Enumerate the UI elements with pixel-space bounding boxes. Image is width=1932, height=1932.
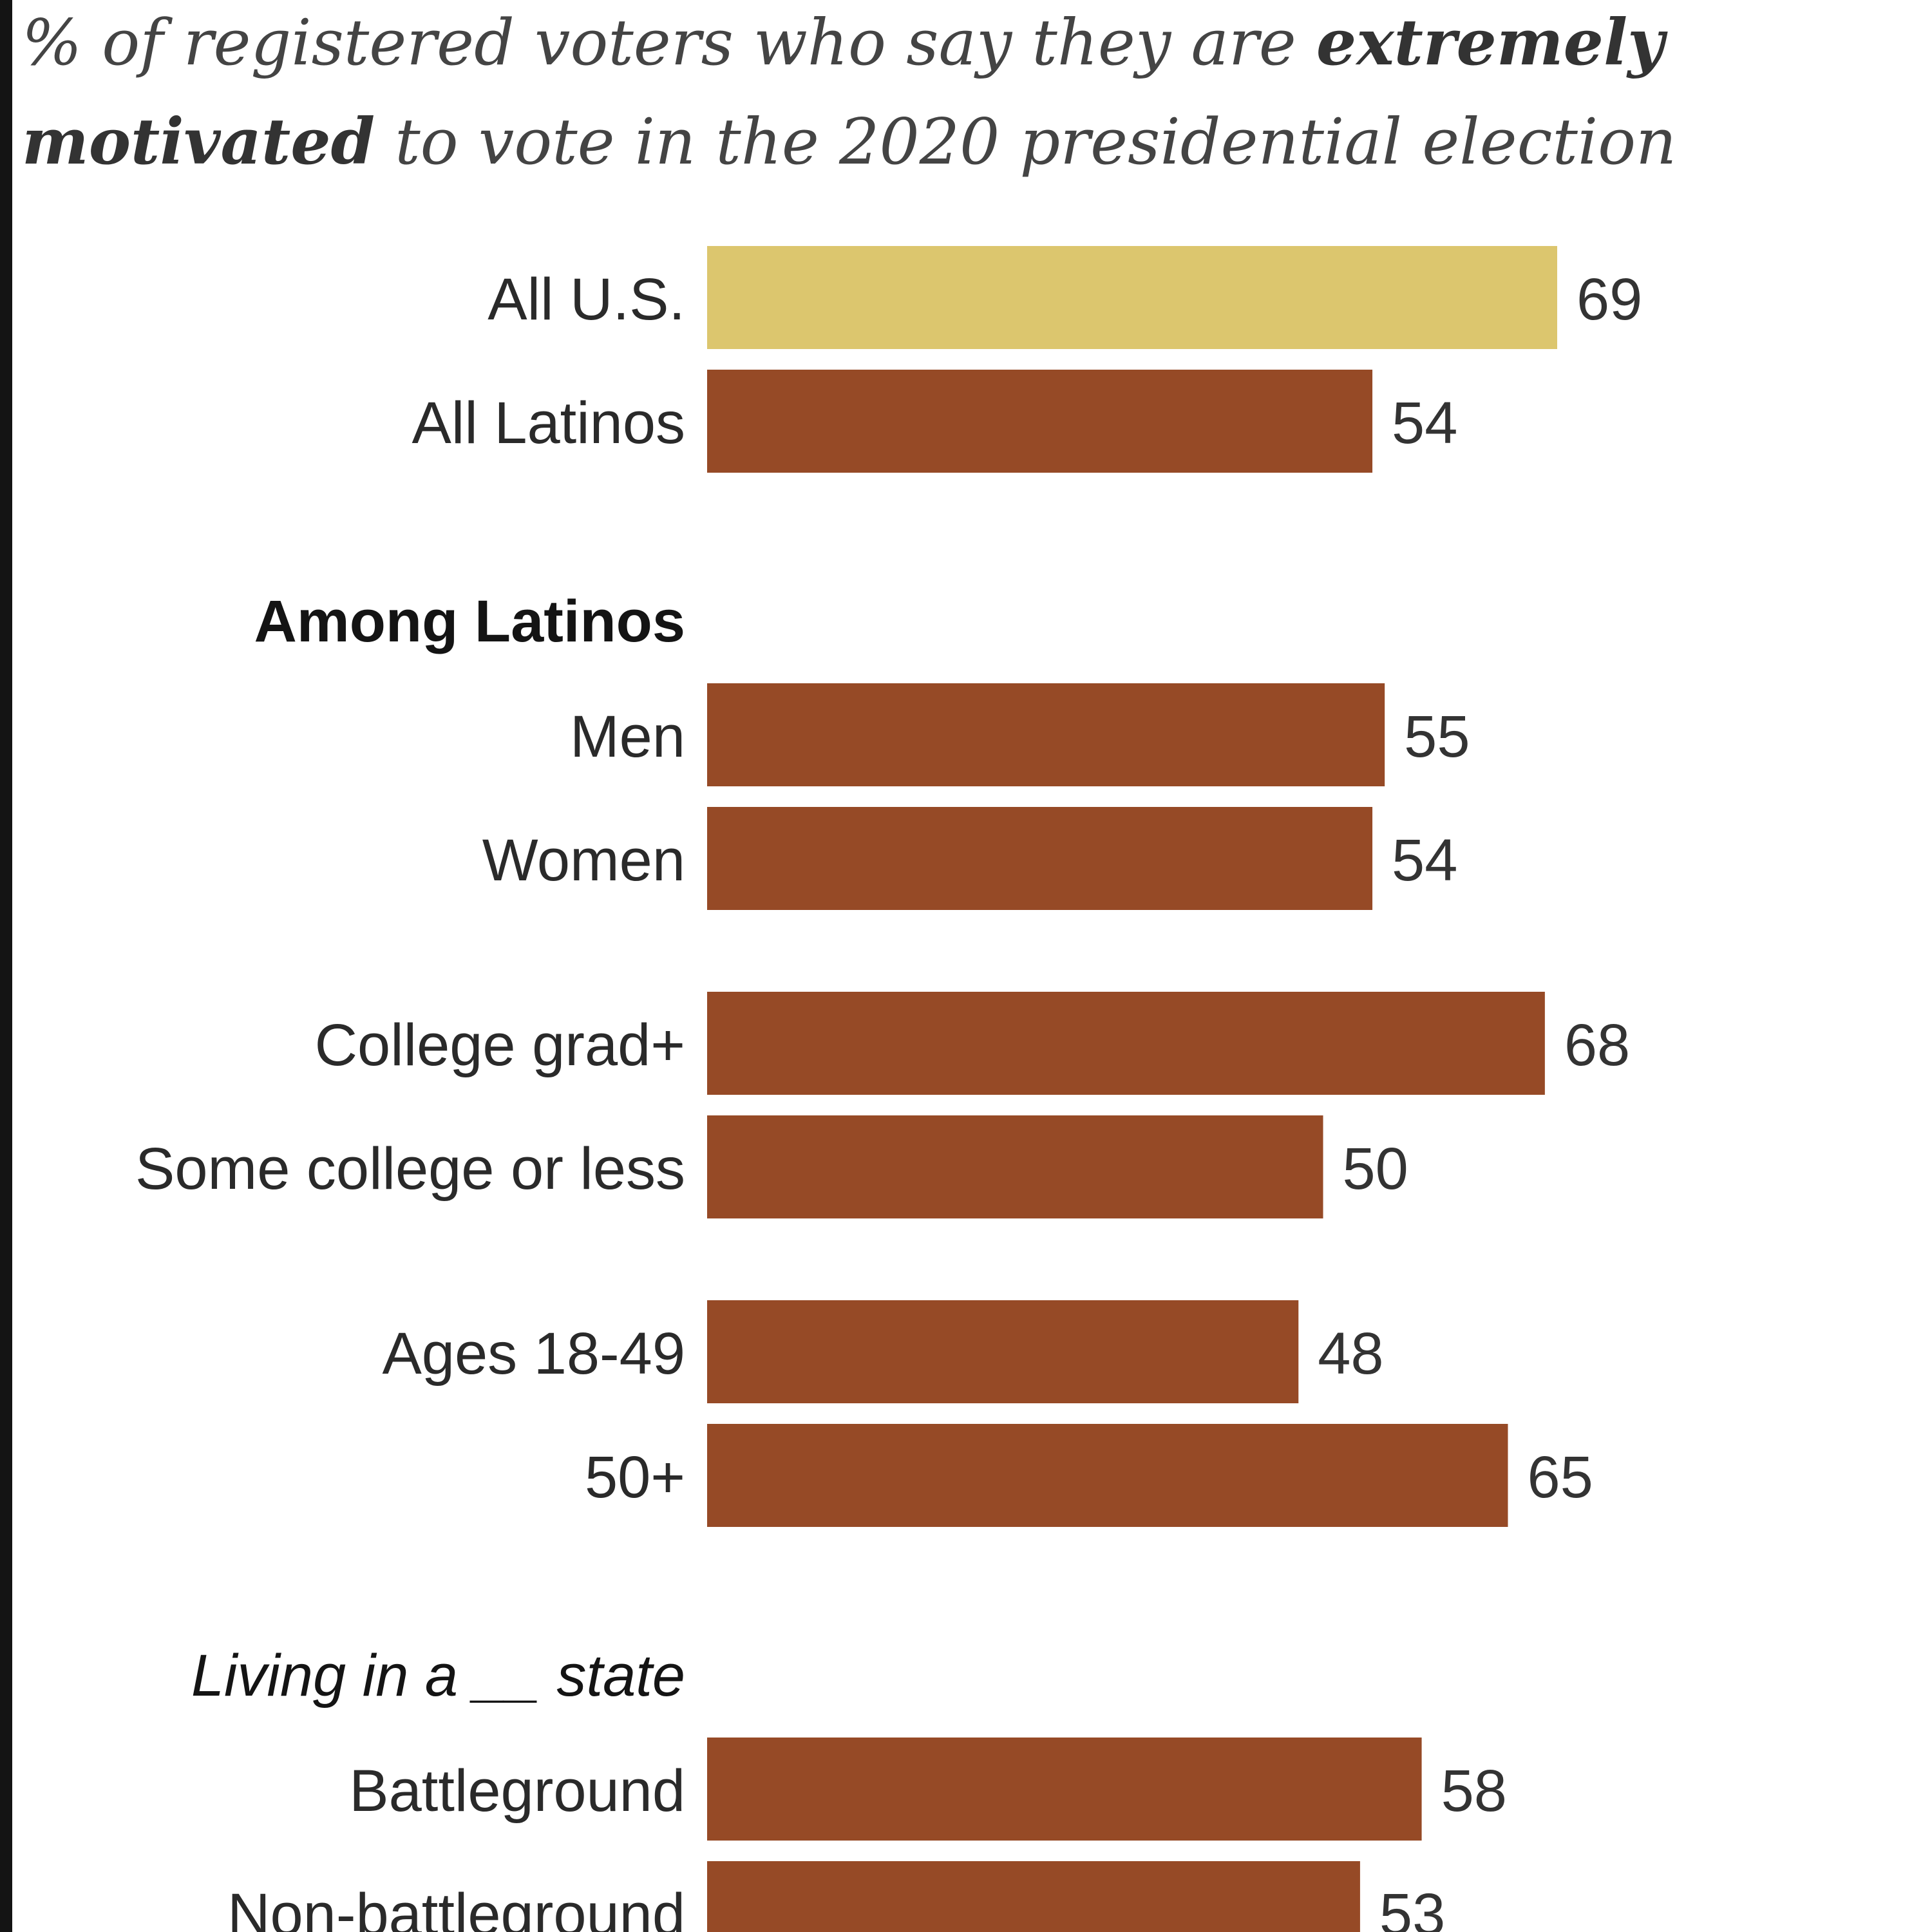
bar-all-u-s xyxy=(707,246,1557,349)
subtitle-part-2: to vote in the 2020 presidential electio… xyxy=(375,106,1677,179)
category-label-non-battleground: Non-battleground xyxy=(227,1882,685,1932)
bar-some-college-or-less xyxy=(707,1115,1323,1218)
category-label-men: Men xyxy=(570,704,685,770)
category-label-women: Women xyxy=(482,828,685,893)
bar-ages-18-49 xyxy=(707,1300,1299,1403)
value-label-men: 55 xyxy=(1404,704,1470,770)
value-label-all-u-s: 69 xyxy=(1577,267,1642,332)
left-border-rule xyxy=(0,0,12,1932)
bar-50 xyxy=(707,1424,1508,1527)
category-label-ages-18-49: Ages 18-49 xyxy=(382,1321,685,1387)
category-label-50: 50+ xyxy=(585,1444,685,1510)
bar-non-battleground xyxy=(707,1861,1360,1932)
value-label-battleground: 58 xyxy=(1441,1758,1507,1824)
value-label-women: 54 xyxy=(1392,828,1457,893)
value-label-some-college-or-less: 50 xyxy=(1343,1136,1408,1202)
value-label-50: 65 xyxy=(1527,1444,1593,1510)
subtitle-bold-2: motivated xyxy=(22,105,375,179)
category-label-battleground: Battleground xyxy=(349,1758,685,1824)
value-label-college-grad: 68 xyxy=(1564,1012,1630,1078)
subtitle-bold-1: extremely xyxy=(1316,6,1665,80)
value-label-non-battleground: 53 xyxy=(1379,1882,1445,1932)
category-label-college-grad: College grad+ xyxy=(315,1012,685,1078)
value-label-all-latinos: 54 xyxy=(1392,390,1457,456)
category-label-all-u-s: All U.S. xyxy=(488,267,685,332)
chart-subtitle: % of registered voters who say they are … xyxy=(22,0,1825,192)
group-heading-living-in-a-state: Living in a __ state xyxy=(191,1643,685,1709)
value-label-ages-18-49: 48 xyxy=(1318,1321,1383,1387)
bar-college-grad xyxy=(707,992,1545,1095)
group-heading-among-latinos: Among Latinos xyxy=(254,589,685,654)
bar-men xyxy=(707,683,1385,786)
category-label-all-latinos: All Latinos xyxy=(412,390,685,456)
bar-all-latinos xyxy=(707,370,1373,473)
bar-women xyxy=(707,807,1373,910)
subtitle-part-1: % of registered voters who say they are xyxy=(22,6,1316,80)
category-label-some-college-or-less: Some college or less xyxy=(135,1136,685,1202)
bar-battleground xyxy=(707,1738,1422,1841)
